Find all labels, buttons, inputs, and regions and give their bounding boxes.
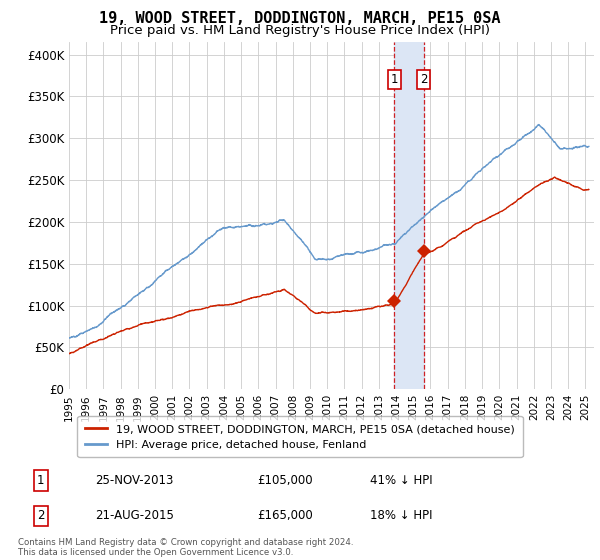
Text: 41% ↓ HPI: 41% ↓ HPI bbox=[370, 474, 433, 487]
Text: 18% ↓ HPI: 18% ↓ HPI bbox=[370, 509, 433, 522]
Bar bbox=[394, 42, 424, 389]
Text: 1: 1 bbox=[37, 474, 44, 487]
Text: 1: 1 bbox=[391, 73, 398, 86]
Text: 2: 2 bbox=[420, 73, 427, 86]
Legend: 19, WOOD STREET, DODDINGTON, MARCH, PE15 0SA (detached house), HPI: Average pric: 19, WOOD STREET, DODDINGTON, MARCH, PE15… bbox=[77, 416, 523, 458]
Text: Contains HM Land Registry data © Crown copyright and database right 2024.
This d: Contains HM Land Registry data © Crown c… bbox=[18, 538, 353, 557]
Text: 25-NOV-2013: 25-NOV-2013 bbox=[95, 474, 173, 487]
Text: 2: 2 bbox=[37, 509, 44, 522]
Text: £165,000: £165,000 bbox=[257, 509, 313, 522]
Text: £105,000: £105,000 bbox=[257, 474, 313, 487]
Text: 21-AUG-2015: 21-AUG-2015 bbox=[95, 509, 173, 522]
Text: Price paid vs. HM Land Registry's House Price Index (HPI): Price paid vs. HM Land Registry's House … bbox=[110, 24, 490, 36]
Text: 19, WOOD STREET, DODDINGTON, MARCH, PE15 0SA: 19, WOOD STREET, DODDINGTON, MARCH, PE15… bbox=[99, 11, 501, 26]
